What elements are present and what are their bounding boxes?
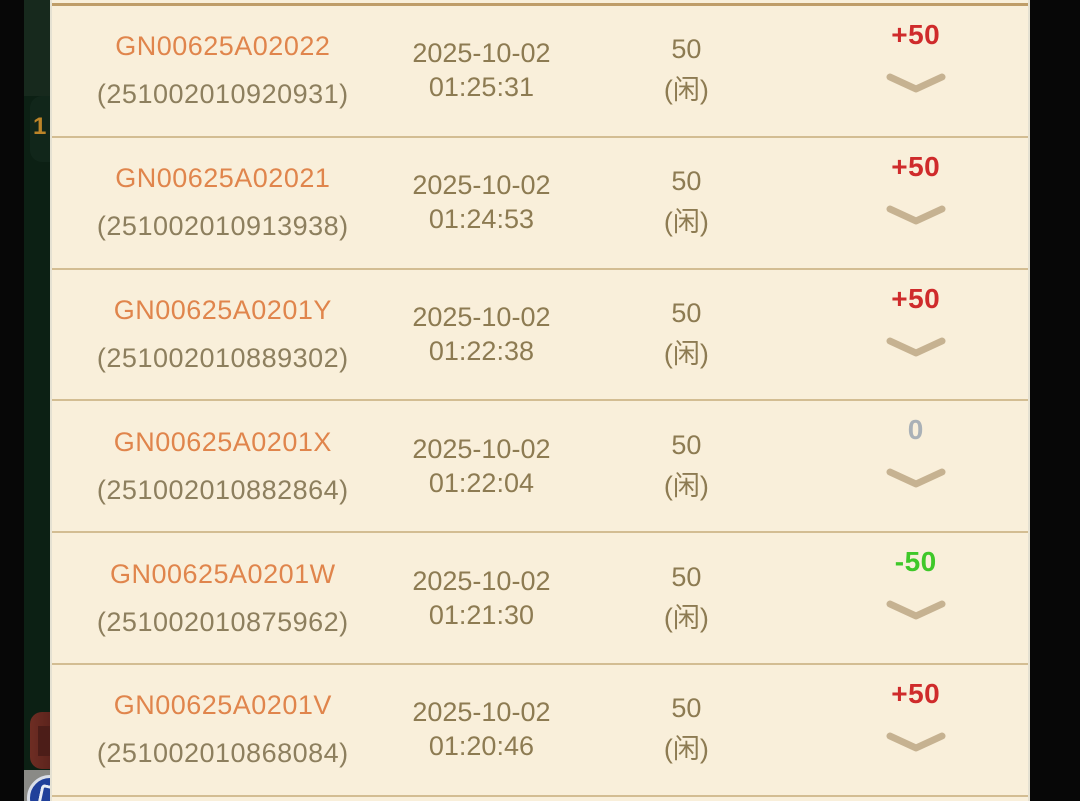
round-cell: GN00625A0201W (251002010875962) [52,533,394,663]
bet-history-row[interactable]: GN00625A0201V (251002010868084) 2025-10-… [52,665,1028,797]
bet-date: 2025-10-02 [412,38,551,69]
game-round-id: GN00625A0201Y [113,294,332,325]
bet-amount: 50 [671,693,702,724]
bet-serial-number: (251002010875962) [96,606,349,637]
game-round-id: GN00625A0201W [109,558,336,589]
bet-date: 2025-10-02 [412,565,551,596]
game-round-id: GN00625A0201V [113,690,332,721]
bet-type: (闲) [663,338,709,369]
bet-serial-number: (251002010889302) [96,342,349,373]
bet-cell: 50 (闲) [569,401,803,531]
bet-time: 01:24:53 [428,204,534,235]
backdrop-left-button-ghost [30,96,50,162]
bet-history-rows: GN00625A02022 (251002010920931) 2025-10-… [52,6,1028,797]
bet-type: (闲) [663,75,709,106]
bet-date: 2025-10-02 [412,433,551,464]
result-cell: +50 [804,665,1028,795]
bet-cell: 50 (闲) [569,665,803,795]
chevron-down-icon[interactable] [885,599,947,623]
chevron-down-icon[interactable] [885,336,947,360]
bet-history-row[interactable]: GN00625A02022 (251002010920931) 2025-10-… [52,6,1028,138]
bet-history-row[interactable]: GN00625A0201X (251002010882864) 2025-10-… [52,401,1028,534]
chevron-down-icon[interactable] [885,72,947,96]
round-cell: GN00625A0201X (251002010882864) [52,401,394,531]
result-value: 0 [907,414,924,446]
backdrop-right [1030,0,1080,801]
round-cell: GN00625A02021 (251002010913938) [52,138,394,268]
result-value: +50 [891,282,941,314]
round-cell: GN00625A02022 (251002010920931) [52,6,394,136]
result-cell: +50 [804,270,1028,400]
chevron-down-icon[interactable] [885,731,947,755]
datetime-cell: 2025-10-02 01:22:38 [394,270,570,400]
result-value: +50 [891,19,941,50]
bet-type: (闲) [663,207,709,238]
result-cell: 0 [804,401,1028,531]
bet-serial-number: (251002010920931) [96,79,349,110]
bet-date: 2025-10-02 [412,170,551,201]
result-cell: +50 [804,138,1028,268]
datetime-cell: 2025-10-02 01:25:31 [394,6,570,136]
bet-cell: 50 (闲) [569,533,803,663]
bet-amount: 50 [671,34,702,65]
panel-top-border [52,3,1028,6]
result-value: +50 [891,677,941,709]
bet-serial-number: (251002010868084) [96,738,349,769]
game-round-id: GN00625A0201X [113,426,332,457]
result-cell: -50 [804,533,1028,663]
datetime-cell: 2025-10-02 01:24:53 [394,138,570,268]
bet-cell: 50 (闲) [569,138,803,268]
bet-history-row[interactable]: GN00625A0201Y (251002010889302) 2025-10-… [52,270,1028,402]
datetime-cell: 2025-10-02 01:21:30 [394,533,570,663]
bet-time: 01:22:38 [428,335,534,366]
bet-serial-number: (251002010913938) [96,211,349,242]
bet-time: 01:20:46 [428,731,534,762]
bet-amount: 50 [671,429,702,460]
bet-time: 01:25:31 [428,72,534,103]
bet-date: 2025-10-02 [412,697,551,728]
result-value: -50 [894,546,937,578]
bet-type: (闲) [663,470,709,501]
bet-serial-number: (251002010882864) [96,474,349,505]
page-indicator: 1 [33,113,47,140]
bet-amount: 50 [671,166,702,197]
bet-amount: 50 [671,561,702,592]
bet-history-panel: GN00625A02022 (251002010920931) 2025-10-… [50,0,1030,801]
left-edge-red-button-icon[interactable] [30,712,50,769]
chevron-down-icon[interactable] [885,204,947,228]
game-round-id: GN00625A02021 [115,163,331,194]
backdrop-left: 1 [0,0,73,801]
datetime-cell: 2025-10-02 01:20:46 [394,665,570,795]
bet-time: 01:21:30 [428,599,534,630]
bet-type: (闲) [663,734,709,765]
bet-amount: 50 [671,297,702,328]
bet-history-row[interactable]: GN00625A0201W (251002010875962) 2025-10-… [52,533,1028,665]
game-round-id: GN00625A02022 [115,31,331,62]
result-value: +50 [891,150,941,182]
round-cell: GN00625A0201V (251002010868084) [52,665,394,795]
bet-date: 2025-10-02 [412,301,551,332]
bet-cell: 50 (闲) [569,6,803,136]
bet-history-row[interactable]: GN00625A02021 (251002010913938) 2025-10-… [52,138,1028,270]
backdrop-left-top-patch [24,0,50,96]
result-cell: +50 [804,6,1028,136]
round-cell: GN00625A0201Y (251002010889302) [52,270,394,400]
bet-type: (闲) [663,602,709,633]
datetime-cell: 2025-10-02 01:22:04 [394,401,570,531]
bet-time: 01:22:04 [428,467,534,498]
bet-cell: 50 (闲) [569,270,803,400]
chevron-down-icon[interactable] [885,467,947,491]
